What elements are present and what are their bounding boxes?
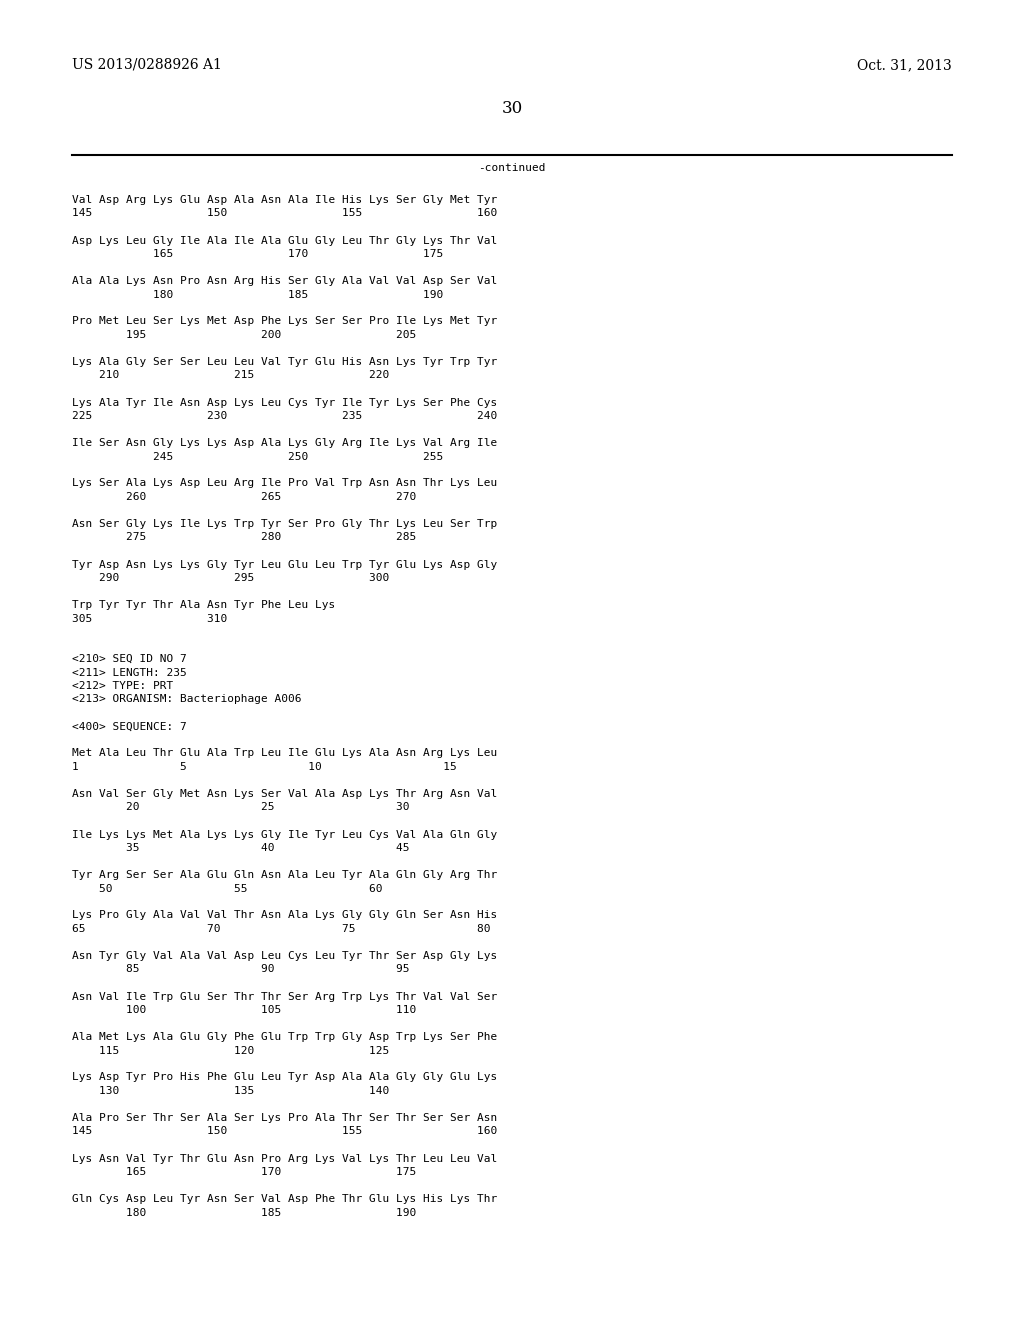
Text: <400> SEQUENCE: 7: <400> SEQUENCE: 7 bbox=[72, 722, 186, 731]
Text: 165                 170                 175: 165 170 175 bbox=[72, 1167, 416, 1177]
Text: <213> ORGANISM: Bacteriophage A006: <213> ORGANISM: Bacteriophage A006 bbox=[72, 694, 301, 705]
Text: <212> TYPE: PRT: <212> TYPE: PRT bbox=[72, 681, 173, 690]
Text: 225                 230                 235                 240: 225 230 235 240 bbox=[72, 411, 498, 421]
Text: 180                 185                 190: 180 185 190 bbox=[72, 289, 443, 300]
Text: Ala Met Lys Ala Glu Gly Phe Glu Trp Trp Gly Asp Trp Lys Ser Phe: Ala Met Lys Ala Glu Gly Phe Glu Trp Trp … bbox=[72, 1032, 498, 1041]
Text: 195                 200                 205: 195 200 205 bbox=[72, 330, 416, 341]
Text: Tyr Asp Asn Lys Lys Gly Tyr Leu Glu Leu Trp Tyr Glu Lys Asp Gly: Tyr Asp Asn Lys Lys Gly Tyr Leu Glu Leu … bbox=[72, 560, 498, 569]
Text: Asn Val Ser Gly Met Asn Lys Ser Val Ala Asp Lys Thr Arg Asn Val: Asn Val Ser Gly Met Asn Lys Ser Val Ala … bbox=[72, 789, 498, 799]
Text: 115                 120                 125: 115 120 125 bbox=[72, 1045, 389, 1056]
Text: 100                 105                 110: 100 105 110 bbox=[72, 1005, 416, 1015]
Text: Ala Ala Lys Asn Pro Asn Arg His Ser Gly Ala Val Val Asp Ser Val: Ala Ala Lys Asn Pro Asn Arg His Ser Gly … bbox=[72, 276, 498, 286]
Text: <210> SEQ ID NO 7: <210> SEQ ID NO 7 bbox=[72, 653, 186, 664]
Text: 30: 30 bbox=[502, 100, 522, 117]
Text: Trp Tyr Tyr Thr Ala Asn Tyr Phe Leu Lys: Trp Tyr Tyr Thr Ala Asn Tyr Phe Leu Lys bbox=[72, 601, 335, 610]
Text: Lys Pro Gly Ala Val Val Thr Asn Ala Lys Gly Gly Gln Ser Asn His: Lys Pro Gly Ala Val Val Thr Asn Ala Lys … bbox=[72, 911, 498, 920]
Text: Val Asp Arg Lys Glu Asp Ala Asn Ala Ile His Lys Ser Gly Met Tyr: Val Asp Arg Lys Glu Asp Ala Asn Ala Ile … bbox=[72, 195, 498, 205]
Text: Asp Lys Leu Gly Ile Ala Ile Ala Glu Gly Leu Thr Gly Lys Thr Val: Asp Lys Leu Gly Ile Ala Ile Ala Glu Gly … bbox=[72, 235, 498, 246]
Text: Gln Cys Asp Leu Tyr Asn Ser Val Asp Phe Thr Glu Lys His Lys Thr: Gln Cys Asp Leu Tyr Asn Ser Val Asp Phe … bbox=[72, 1195, 498, 1204]
Text: 145                 150                 155                 160: 145 150 155 160 bbox=[72, 1126, 498, 1137]
Text: 210                 215                 220: 210 215 220 bbox=[72, 371, 389, 380]
Text: 130                 135                 140: 130 135 140 bbox=[72, 1086, 389, 1096]
Text: Tyr Arg Ser Ser Ala Glu Gln Asn Ala Leu Tyr Ala Gln Gly Arg Thr: Tyr Arg Ser Ser Ala Glu Gln Asn Ala Leu … bbox=[72, 870, 498, 880]
Text: Lys Ser Ala Lys Asp Leu Arg Ile Pro Val Trp Asn Asn Thr Lys Leu: Lys Ser Ala Lys Asp Leu Arg Ile Pro Val … bbox=[72, 479, 498, 488]
Text: Lys Asn Val Tyr Thr Glu Asn Pro Arg Lys Val Lys Thr Leu Leu Val: Lys Asn Val Tyr Thr Glu Asn Pro Arg Lys … bbox=[72, 1154, 498, 1163]
Text: 50                  55                  60: 50 55 60 bbox=[72, 883, 383, 894]
Text: 305                 310: 305 310 bbox=[72, 614, 227, 623]
Text: US 2013/0288926 A1: US 2013/0288926 A1 bbox=[72, 58, 222, 73]
Text: Oct. 31, 2013: Oct. 31, 2013 bbox=[857, 58, 952, 73]
Text: -continued: -continued bbox=[478, 162, 546, 173]
Text: Ala Pro Ser Thr Ser Ala Ser Lys Pro Ala Thr Ser Thr Ser Ser Asn: Ala Pro Ser Thr Ser Ala Ser Lys Pro Ala … bbox=[72, 1113, 498, 1123]
Text: 290                 295                 300: 290 295 300 bbox=[72, 573, 389, 583]
Text: Lys Asp Tyr Pro His Phe Glu Leu Tyr Asp Ala Ala Gly Gly Glu Lys: Lys Asp Tyr Pro His Phe Glu Leu Tyr Asp … bbox=[72, 1072, 498, 1082]
Text: 180                 185                 190: 180 185 190 bbox=[72, 1208, 416, 1217]
Text: Pro Met Leu Ser Lys Met Asp Phe Lys Ser Ser Pro Ile Lys Met Tyr: Pro Met Leu Ser Lys Met Asp Phe Lys Ser … bbox=[72, 317, 498, 326]
Text: Asn Val Ile Trp Glu Ser Thr Thr Ser Arg Trp Lys Thr Val Val Ser: Asn Val Ile Trp Glu Ser Thr Thr Ser Arg … bbox=[72, 991, 498, 1002]
Text: Ile Lys Lys Met Ala Lys Lys Gly Ile Tyr Leu Cys Val Ala Gln Gly: Ile Lys Lys Met Ala Lys Lys Gly Ile Tyr … bbox=[72, 829, 498, 840]
Text: Met Ala Leu Thr Glu Ala Trp Leu Ile Glu Lys Ala Asn Arg Lys Leu: Met Ala Leu Thr Glu Ala Trp Leu Ile Glu … bbox=[72, 748, 498, 759]
Text: Lys Ala Tyr Ile Asn Asp Lys Leu Cys Tyr Ile Tyr Lys Ser Phe Cys: Lys Ala Tyr Ile Asn Asp Lys Leu Cys Tyr … bbox=[72, 397, 498, 408]
Text: 1               5                  10                  15: 1 5 10 15 bbox=[72, 762, 457, 772]
Text: 35                  40                  45: 35 40 45 bbox=[72, 843, 410, 853]
Text: 165                 170                 175: 165 170 175 bbox=[72, 249, 443, 259]
Text: 275                 280                 285: 275 280 285 bbox=[72, 532, 416, 543]
Text: 85                  90                  95: 85 90 95 bbox=[72, 965, 410, 974]
Text: Asn Ser Gly Lys Ile Lys Trp Tyr Ser Pro Gly Thr Lys Leu Ser Trp: Asn Ser Gly Lys Ile Lys Trp Tyr Ser Pro … bbox=[72, 519, 498, 529]
Text: Ile Ser Asn Gly Lys Lys Asp Ala Lys Gly Arg Ile Lys Val Arg Ile: Ile Ser Asn Gly Lys Lys Asp Ala Lys Gly … bbox=[72, 438, 498, 447]
Text: 260                 265                 270: 260 265 270 bbox=[72, 492, 416, 502]
Text: 65                  70                  75                  80: 65 70 75 80 bbox=[72, 924, 490, 935]
Text: 145                 150                 155                 160: 145 150 155 160 bbox=[72, 209, 498, 219]
Text: 245                 250                 255: 245 250 255 bbox=[72, 451, 443, 462]
Text: 20                  25                  30: 20 25 30 bbox=[72, 803, 410, 813]
Text: Asn Tyr Gly Val Ala Val Asp Leu Cys Leu Tyr Thr Ser Asp Gly Lys: Asn Tyr Gly Val Ala Val Asp Leu Cys Leu … bbox=[72, 950, 498, 961]
Text: <211> LENGTH: 235: <211> LENGTH: 235 bbox=[72, 668, 186, 677]
Text: Lys Ala Gly Ser Ser Leu Leu Val Tyr Glu His Asn Lys Tyr Trp Tyr: Lys Ala Gly Ser Ser Leu Leu Val Tyr Glu … bbox=[72, 356, 498, 367]
